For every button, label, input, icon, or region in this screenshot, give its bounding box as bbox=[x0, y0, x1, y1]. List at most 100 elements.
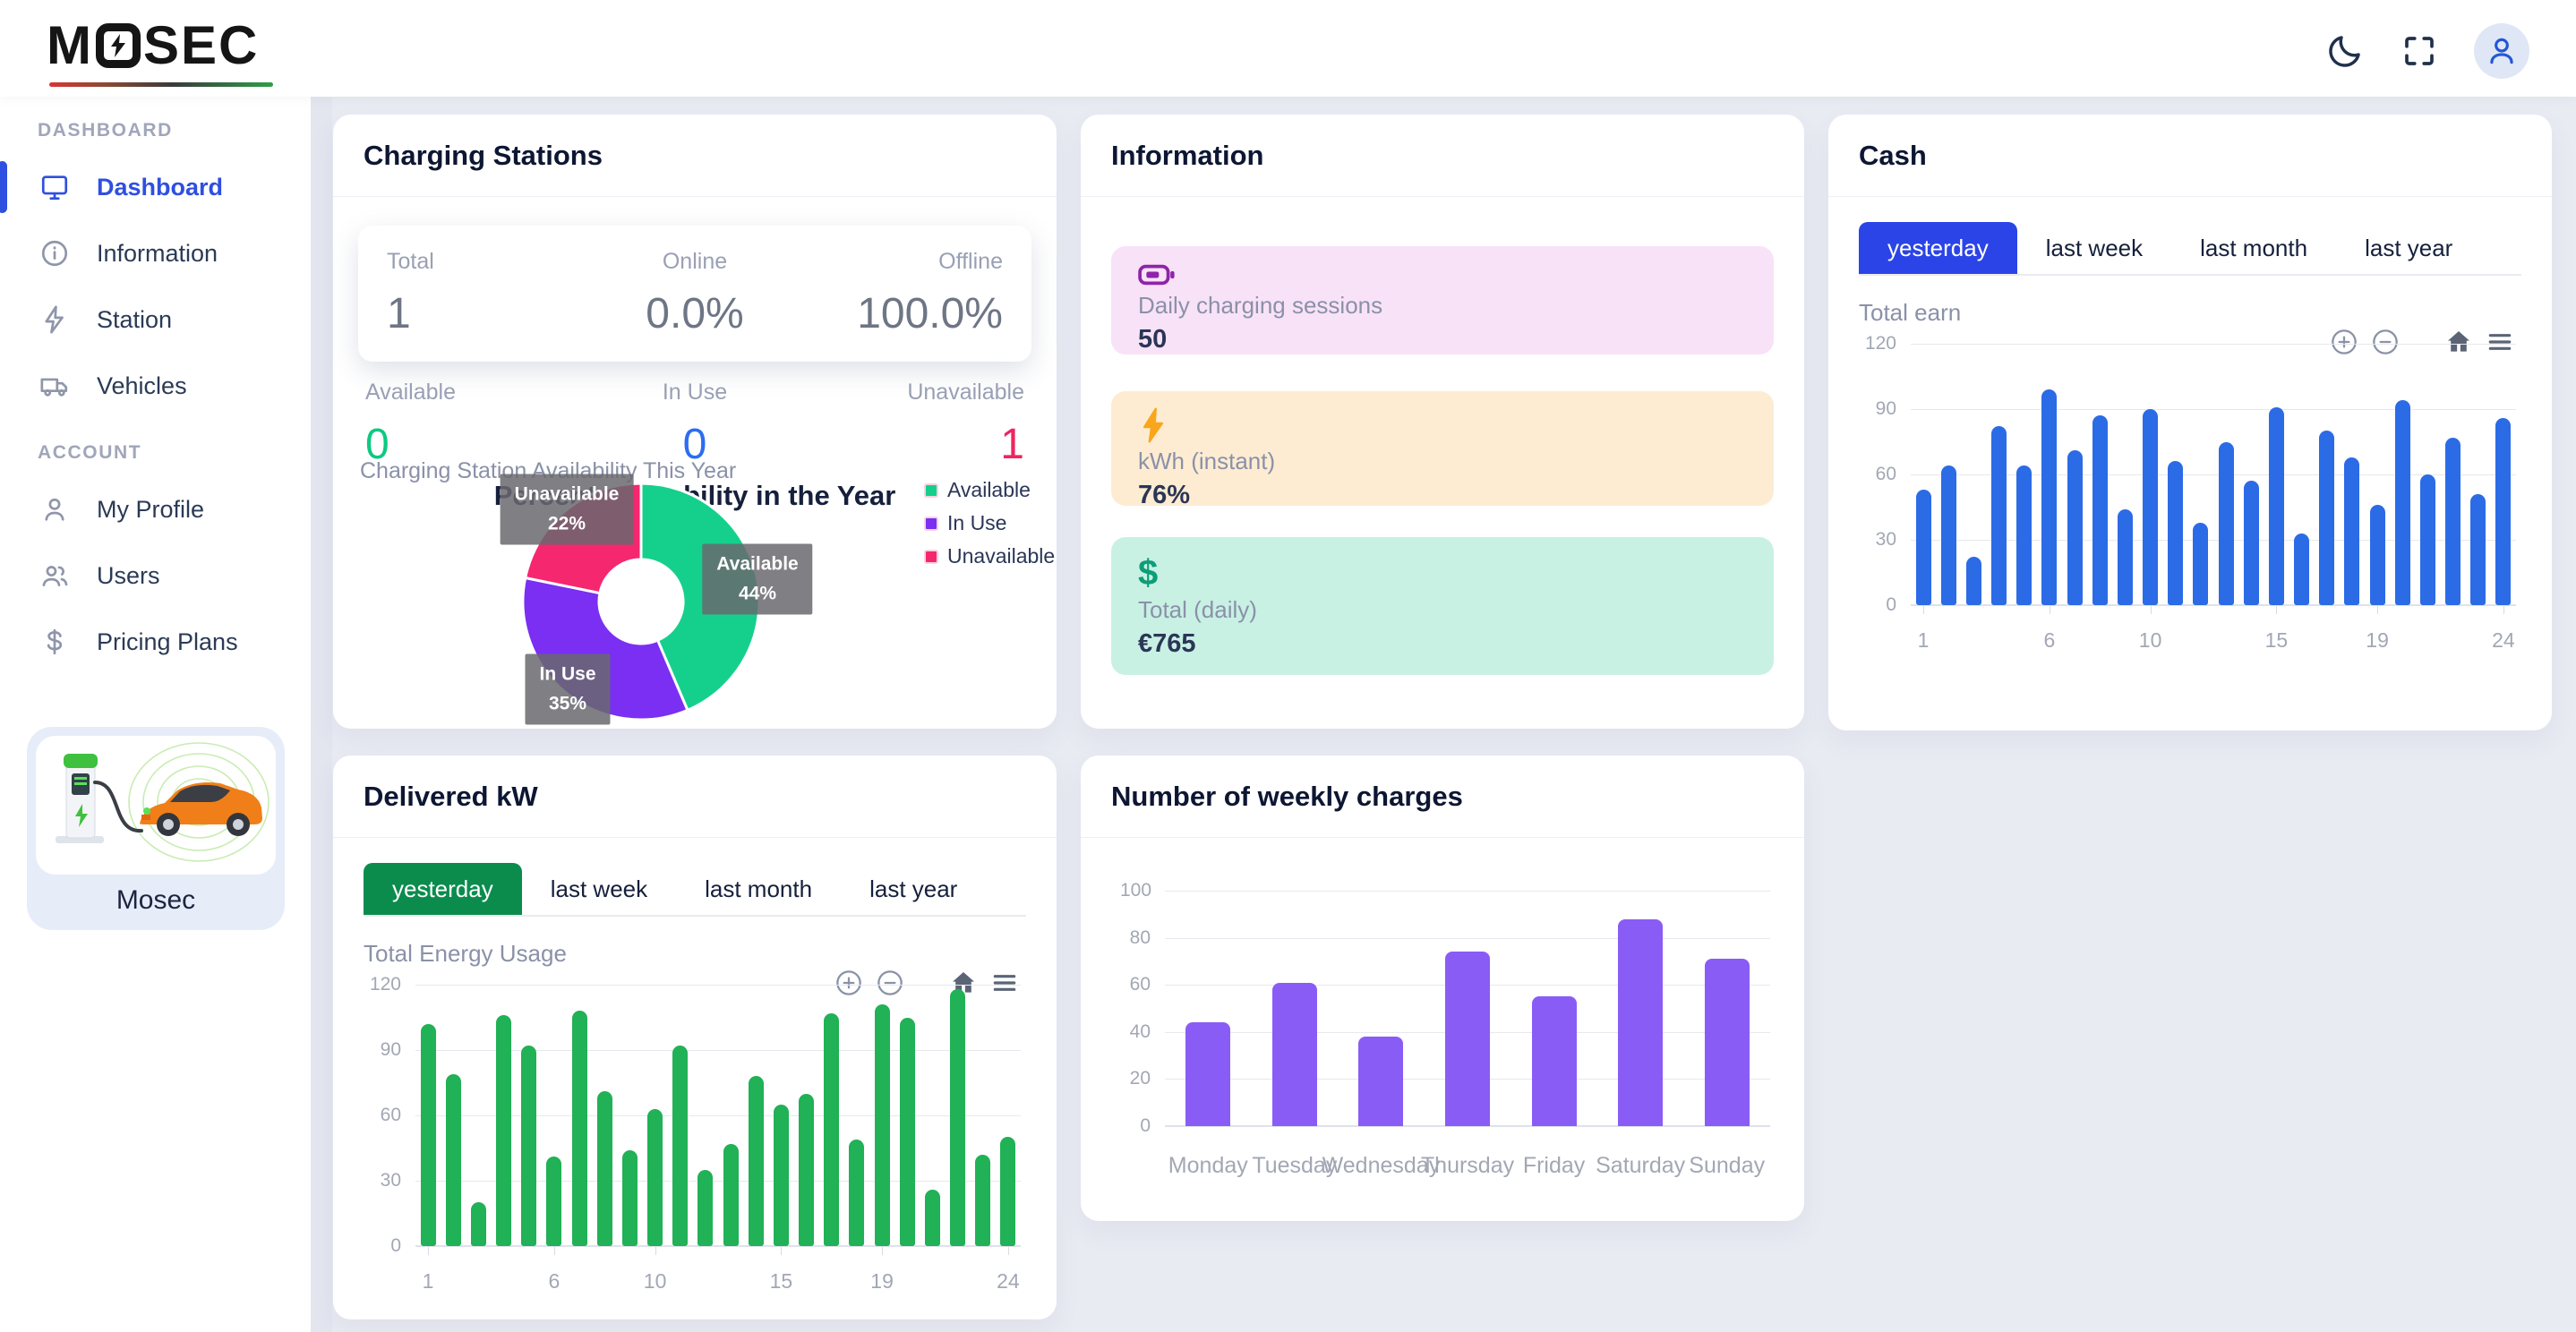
x-axis-line bbox=[1911, 604, 2516, 606]
weekly-charges-card: Number of weekly charges 0 20 40 60 80 100 Mon… bbox=[1081, 756, 1804, 1221]
legend-item-in-use[interactable]: In Use bbox=[924, 511, 1055, 535]
bar bbox=[874, 1003, 890, 1246]
zoom-out-icon[interactable] bbox=[876, 969, 904, 997]
plot-area bbox=[1911, 344, 2516, 606]
x-axis-label: Saturday bbox=[1596, 1153, 1686, 1178]
bar bbox=[571, 1011, 587, 1246]
plot-area bbox=[1165, 891, 1770, 1127]
delivered-chart-label: Total Energy Usage bbox=[364, 940, 567, 967]
home-reset-icon[interactable] bbox=[949, 969, 978, 997]
chart-menu-icon[interactable] bbox=[990, 969, 1019, 997]
y-axis-label: 0 bbox=[1140, 1115, 1151, 1136]
x-axis-tick bbox=[882, 1246, 884, 1255]
sidebar-item-pricing-plans[interactable]: Pricing Plans bbox=[0, 609, 311, 675]
delivered-title: Delivered kW bbox=[333, 756, 1057, 838]
cash-card: Cash yesterday last week last month last ye… bbox=[1828, 115, 2552, 730]
gridline bbox=[1165, 891, 1770, 892]
bar bbox=[546, 1157, 562, 1246]
x-axis-label: 19 bbox=[870, 1269, 894, 1293]
gridline bbox=[1911, 540, 2516, 541]
bar bbox=[2243, 481, 2259, 605]
sidebar-scrollbar[interactable] bbox=[311, 97, 332, 1332]
zoom-in-icon[interactable] bbox=[2330, 328, 2358, 356]
charging-stations-title: Charging Stations bbox=[333, 115, 1057, 197]
bar bbox=[2470, 493, 2486, 605]
dollar-icon: $ bbox=[1138, 553, 1159, 593]
info-box-label: Total (daily) bbox=[1138, 596, 1257, 623]
x-axis-label: 15 bbox=[2264, 628, 2289, 652]
bar bbox=[2193, 522, 2209, 605]
x-axis-tick bbox=[428, 1246, 430, 1255]
sidebar-item-my-profile[interactable]: My Profile bbox=[0, 476, 311, 542]
sidebar: DASHBOARD Dashboard Information Station Vehi… bbox=[0, 97, 311, 1332]
bar bbox=[470, 1202, 486, 1246]
brand-text-suffix: SEC bbox=[142, 15, 260, 75]
bar bbox=[2268, 406, 2284, 605]
gridline bbox=[415, 1181, 1021, 1182]
stat-value: 100.0% bbox=[857, 290, 1003, 337]
cash-tabs: yesterday last week last month last year bbox=[1859, 222, 2521, 276]
user-avatar[interactable] bbox=[2474, 23, 2529, 79]
x-axis-label: Tuesday bbox=[1252, 1153, 1338, 1178]
dark-mode-moon-icon[interactable] bbox=[2325, 31, 2365, 71]
tab-last-year[interactable]: last year bbox=[869, 875, 958, 902]
x-axis-label: 19 bbox=[2366, 628, 2389, 652]
bar bbox=[799, 1093, 815, 1246]
x-axis-label: Monday bbox=[1168, 1153, 1248, 1178]
legend-item-unavailable[interactable]: Unavailable bbox=[924, 544, 1055, 568]
tab-last-year[interactable]: last year bbox=[2365, 234, 2453, 261]
y-axis-label: 40 bbox=[1129, 1020, 1151, 1042]
x-axis-label: Sunday bbox=[1689, 1153, 1766, 1178]
bar bbox=[748, 1076, 764, 1246]
y-axis-label: 0 bbox=[1886, 594, 1896, 615]
tab-last-week[interactable]: last week bbox=[2045, 234, 2144, 261]
zoom-out-icon[interactable] bbox=[2371, 328, 2400, 356]
x-axis-label: 1 bbox=[1917, 628, 1930, 652]
x-axis-tick bbox=[2276, 605, 2278, 614]
x-axis-label: Thursday bbox=[1420, 1153, 1515, 1178]
sidebar-item-dashboard[interactable]: Dashboard bbox=[0, 154, 311, 220]
legend-swatch bbox=[924, 516, 938, 531]
bar bbox=[2319, 431, 2335, 605]
tab-last-week[interactable]: last week bbox=[550, 875, 648, 902]
x-axis-label: 10 bbox=[643, 1269, 667, 1293]
legend-swatch bbox=[924, 549, 938, 564]
sidebar-item-users[interactable]: Users bbox=[0, 542, 311, 609]
sidebar-item-label: Users bbox=[97, 561, 160, 589]
gridline bbox=[1911, 409, 2516, 410]
info-box-text: kWh (instant) 76% bbox=[1138, 448, 1747, 510]
cash-bar-chart: 0 30 60 90 120 1 6 10 15 19 24 bbox=[1861, 333, 2523, 684]
boltfill-icon bbox=[1138, 407, 1747, 448]
legend-label: In Use bbox=[947, 511, 1007, 534]
gridline bbox=[1165, 937, 1770, 939]
x-axis-line bbox=[415, 1245, 1021, 1247]
fullscreen-icon[interactable] bbox=[2401, 32, 2438, 70]
legend-item-available[interactable]: Available bbox=[924, 478, 1055, 502]
y-axis-label: 30 bbox=[1875, 529, 1896, 550]
stations-summary-box: Total 1 Online 0.0% Offline 100.0% bbox=[358, 226, 1031, 362]
x-axis-tick bbox=[781, 1246, 783, 1255]
plot-area bbox=[415, 985, 1021, 1247]
info-box-label: Daily charging sessions bbox=[1138, 292, 1383, 319]
bar bbox=[1358, 1037, 1404, 1126]
pie-slice-label: In Use 35% bbox=[525, 653, 611, 725]
tab-last-month[interactable]: last month bbox=[705, 875, 813, 902]
brand-footer-label: Mosec bbox=[116, 885, 196, 915]
x-axis-label: 24 bbox=[2492, 628, 2515, 652]
tab-yesterday[interactable]: yesterday bbox=[364, 863, 522, 915]
sidebar-item-station[interactable]: Station bbox=[0, 286, 311, 353]
gridline bbox=[415, 985, 1021, 986]
bar bbox=[2218, 441, 2234, 605]
bar bbox=[2394, 400, 2410, 605]
chart-menu-icon[interactable] bbox=[2486, 328, 2514, 356]
tab-yesterday[interactable]: yesterday bbox=[1859, 222, 2017, 274]
zoom-in-icon[interactable] bbox=[834, 969, 863, 997]
y-axis-label: 90 bbox=[380, 1039, 401, 1060]
home-reset-icon[interactable] bbox=[2444, 328, 2473, 356]
bar bbox=[2092, 415, 2108, 605]
sidebar-item-information[interactable]: Information bbox=[0, 220, 311, 286]
x-axis-tick bbox=[2503, 605, 2504, 614]
tab-last-month[interactable]: last month bbox=[2200, 234, 2308, 261]
stat-online: Online 0.0% bbox=[592, 249, 797, 338]
sidebar-item-vehicles[interactable]: Vehicles bbox=[0, 353, 311, 419]
